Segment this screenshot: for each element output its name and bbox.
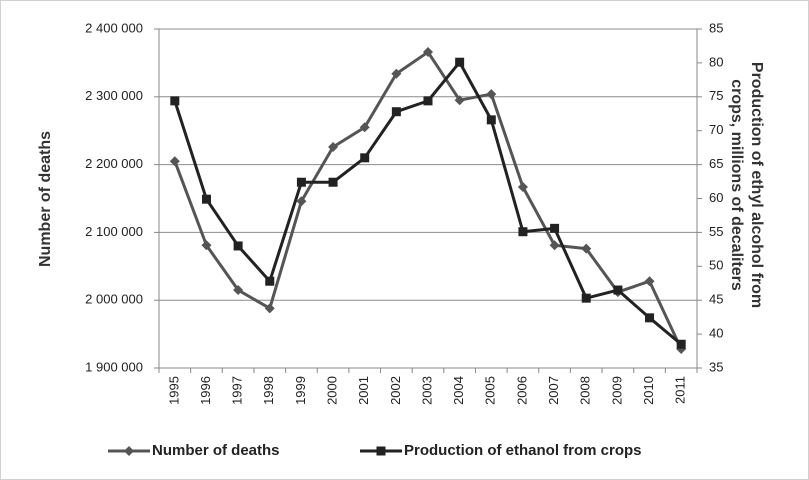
marker: [233, 285, 244, 296]
marker: [328, 141, 339, 152]
marker: [359, 122, 370, 133]
y-tick-label: 2 200 000: [85, 156, 143, 171]
marker: [486, 115, 496, 125]
marker: [454, 95, 465, 106]
marker: [550, 223, 560, 233]
marker: [201, 194, 211, 204]
y-axis-title: Number of deaths: [37, 131, 54, 267]
y2-tick-label: 85: [709, 20, 723, 35]
y2-tick-label: 75: [709, 88, 723, 103]
y-tick-label: 1 900 000: [85, 359, 143, 374]
y2-tick-label: 60: [709, 190, 723, 205]
marker: [549, 240, 560, 251]
x-tick-label: 2000: [324, 376, 339, 405]
marker: [233, 241, 243, 251]
marker: [201, 240, 212, 251]
y2-tick-label: 40: [709, 326, 723, 341]
marker: [518, 227, 528, 237]
marker: [517, 181, 528, 192]
y-tick-label: 2 100 000: [85, 224, 143, 239]
marker: [581, 293, 591, 303]
x-tick-label: 1999: [293, 376, 308, 405]
marker: [169, 156, 180, 167]
marker: [391, 68, 402, 79]
marker: [391, 107, 401, 117]
x-tick-label: 1998: [261, 376, 276, 405]
y2-tick-label: 50: [709, 258, 723, 273]
marker: [645, 313, 655, 323]
marker: [676, 339, 686, 349]
marker: [170, 96, 180, 106]
legend-label: Production of ethanol from crops: [404, 442, 642, 459]
y2-tick-label: 45: [709, 292, 723, 307]
y2-tick-label: 35: [709, 359, 723, 374]
marker: [613, 285, 623, 295]
marker: [423, 96, 433, 106]
x-tick-label: 1996: [198, 376, 213, 405]
y2-axis-title: crops, millions of decaliters: [728, 79, 745, 291]
y-tick-label: 2 400 000: [85, 20, 143, 35]
marker: [455, 57, 465, 67]
x-tick-label: 2003: [419, 376, 434, 405]
x-tick-label: 2004: [451, 376, 466, 405]
x-tick-label: 2011: [673, 376, 688, 404]
x-tick-label: 2010: [641, 376, 656, 405]
marker: [486, 89, 497, 100]
x-tick-label: 2007: [546, 376, 561, 405]
x-tick-label: 2005: [483, 376, 498, 405]
y2-tick-label: 80: [709, 54, 723, 69]
x-tick-label: 2008: [578, 376, 593, 405]
marker: [581, 243, 592, 254]
marker: [360, 153, 370, 163]
y2-tick-label: 65: [709, 156, 723, 171]
marker: [264, 303, 275, 314]
marker: [644, 276, 655, 287]
marker: [376, 446, 386, 456]
x-tick-label: 2009: [609, 376, 624, 405]
legend-label: Number of deaths: [152, 442, 280, 459]
y-tick-label: 2 300 000: [85, 88, 143, 103]
y2-axis-title: Production of ethyl alcohol from: [748, 62, 765, 308]
x-tick-label: 2001: [356, 376, 371, 405]
x-tick-label: 1997: [230, 376, 245, 405]
x-tick-label: 1995: [166, 376, 181, 405]
y2-tick-label: 55: [709, 224, 723, 239]
marker: [124, 446, 134, 456]
marker: [296, 196, 307, 207]
y-tick-label: 2 000 000: [85, 292, 143, 307]
x-tick-label: 2006: [514, 376, 529, 405]
marker: [265, 276, 275, 286]
y2-tick-label: 70: [709, 122, 723, 137]
marker: [328, 177, 338, 187]
marker: [423, 47, 433, 58]
x-tick-label: 2002: [388, 376, 403, 405]
marker: [296, 177, 306, 187]
